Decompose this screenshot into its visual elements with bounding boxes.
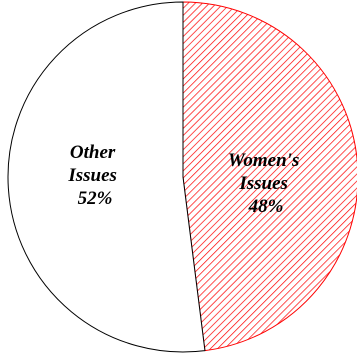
slice-label-womens-line-1: Women's [228, 150, 299, 171]
slice-label-other-line-1: Other [70, 142, 116, 163]
slice-label-other-issues: Other Issues 52% [67, 142, 121, 209]
slice-label-other-line-2: Issues [67, 165, 117, 186]
slices-layer [7, 1, 357, 353]
slice-label-womens-issues: Women's Issues 48% [228, 150, 304, 217]
slice-label-other-percent: 52% [78, 188, 113, 209]
pie-slice-other-issues [7, 1, 206, 353]
pie-slice-womens-issues [182, 1, 357, 352]
slice-label-womens-percent: 48% [248, 196, 284, 217]
labels-layer: Women's Issues 48% Other Issues 52% [67, 142, 304, 217]
slice-label-womens-line-2: Issues [238, 173, 288, 194]
